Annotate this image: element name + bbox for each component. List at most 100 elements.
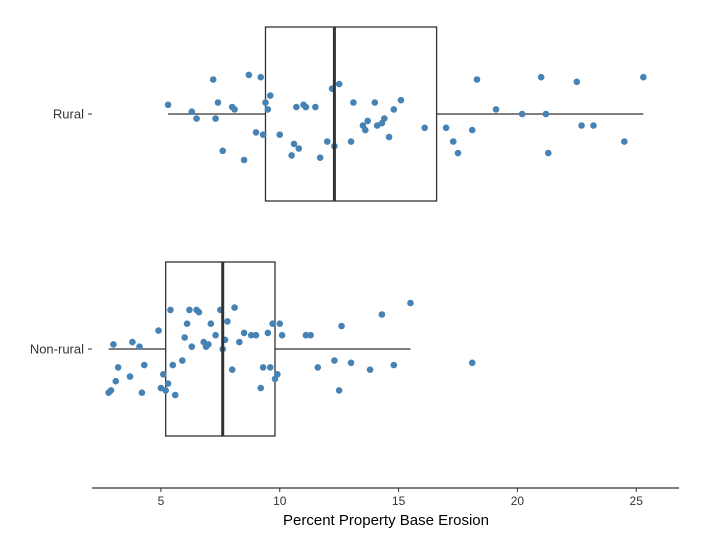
rural-point-27 xyxy=(323,138,331,145)
non-rural-point-2 xyxy=(107,387,115,394)
non-rural-point-34 xyxy=(224,318,231,325)
x-tick-label-15: 15 xyxy=(392,494,406,508)
rural-point-44 xyxy=(442,124,450,132)
rural-point-46 xyxy=(454,149,462,157)
rural-point-5 xyxy=(212,115,219,122)
x-tick-label-10: 10 xyxy=(273,494,287,508)
plot-area xyxy=(105,26,647,437)
non-rural-point-40 xyxy=(252,331,260,339)
rural-point-47 xyxy=(468,126,476,134)
rural-point-58 xyxy=(640,73,647,81)
rural-point-24 xyxy=(302,103,310,111)
rural-point-53 xyxy=(544,149,552,157)
non-rural-point-29 xyxy=(207,320,215,328)
non-rural-point-61 xyxy=(468,359,476,367)
non-rural-point-56 xyxy=(347,359,355,367)
non-rural-point-3 xyxy=(110,341,117,348)
non-rural-point-28 xyxy=(205,341,212,348)
non-rural-point-36 xyxy=(231,304,238,311)
rural-point-54 xyxy=(573,78,581,86)
non-rural-point-19 xyxy=(179,357,186,364)
rural-point-7 xyxy=(219,147,227,155)
rural-point-16 xyxy=(264,106,272,113)
non-rural-point-60 xyxy=(407,299,414,307)
non-rural-point-11 xyxy=(155,327,162,334)
non-rural-point-55 xyxy=(338,322,345,330)
non-rural-point-49 xyxy=(278,331,286,339)
non-rural-point-13 xyxy=(159,371,167,378)
rural-point-32 xyxy=(350,99,357,106)
rural-point-22 xyxy=(295,145,303,152)
non-rural-point-22 xyxy=(186,306,193,314)
rural-point-52 xyxy=(542,110,550,118)
rural-point-12 xyxy=(252,129,260,136)
non-rural-point-50 xyxy=(302,331,310,339)
non-rural-point-43 xyxy=(264,329,272,337)
non-rural-point-4 xyxy=(112,377,120,385)
rural-point-9 xyxy=(231,106,238,113)
rural-point-49 xyxy=(492,106,500,113)
non-rural-point-54 xyxy=(335,387,343,394)
non-rural-point-37 xyxy=(236,338,243,346)
rural-point-45 xyxy=(449,138,457,145)
non-rural-point-42 xyxy=(259,364,267,371)
rural-point-36 xyxy=(371,99,379,106)
rural-box xyxy=(264,26,438,202)
x-tick-label-20: 20 xyxy=(511,494,525,508)
rural-point-35 xyxy=(364,117,371,125)
rural-point-3 xyxy=(188,108,196,115)
rural-point-39 xyxy=(381,115,388,122)
rural-point-48 xyxy=(473,76,481,83)
non-rural-point-47 xyxy=(274,371,281,378)
rural-point-18 xyxy=(276,131,284,138)
rural-point-51 xyxy=(537,73,545,81)
rural-point-31 xyxy=(347,138,355,145)
rural-point-43 xyxy=(421,124,429,132)
rural-point-34 xyxy=(361,126,369,134)
non-rural-point-45 xyxy=(269,320,276,328)
non-rural-point-39 xyxy=(247,331,255,339)
non-rural-point-17 xyxy=(169,361,177,369)
rural-point-26 xyxy=(316,154,324,161)
non-rural-point-25 xyxy=(195,308,203,316)
non-rural-point-44 xyxy=(266,364,274,371)
non-rural-point-18 xyxy=(171,391,179,399)
rural-point-41 xyxy=(390,106,398,113)
x-axis-title: Percent Property Base Erosion xyxy=(283,512,489,529)
non-rural-point-52 xyxy=(314,364,322,371)
non-rural-point-21 xyxy=(183,320,191,328)
non-rural-point-20 xyxy=(181,334,188,341)
non-rural-point-59 xyxy=(390,361,398,369)
non-rural-point-5 xyxy=(114,364,122,371)
non-rural-point-23 xyxy=(188,343,196,351)
x-tick-label-5: 5 xyxy=(158,494,165,508)
rural-point-1 xyxy=(164,101,172,109)
rural-point-40 xyxy=(385,133,393,141)
rural-point-30 xyxy=(335,80,343,88)
non-rural-point-53 xyxy=(331,357,338,364)
non-rural-point-30 xyxy=(212,331,219,339)
rural-point-14 xyxy=(259,131,267,138)
rural-point-20 xyxy=(290,140,298,148)
rural-point-13 xyxy=(257,73,265,81)
non-rural-point-8 xyxy=(136,343,143,351)
non-rural-point-48 xyxy=(276,320,284,328)
rural-point-56 xyxy=(590,122,597,129)
non-rural-point-10 xyxy=(140,361,148,369)
rural-point-4 xyxy=(209,76,217,83)
non-rural-point-41 xyxy=(257,384,265,392)
non-rural-box xyxy=(165,261,276,437)
non-rural-y-label: Non-rural xyxy=(30,342,84,357)
axes: Rural Non-rural 5 10 15 20 25 xyxy=(30,107,679,508)
rural-point-50 xyxy=(518,110,526,118)
rural-point-42 xyxy=(397,96,405,104)
non-rural-point-51 xyxy=(307,331,314,339)
rural-point-15 xyxy=(262,99,269,106)
rural-point-57 xyxy=(621,138,628,145)
non-rural-point-7 xyxy=(129,338,136,346)
rural-point-10 xyxy=(240,156,248,164)
rural-point-21 xyxy=(293,103,300,111)
rural-point-2 xyxy=(193,115,200,122)
rural-point-25 xyxy=(312,103,319,111)
